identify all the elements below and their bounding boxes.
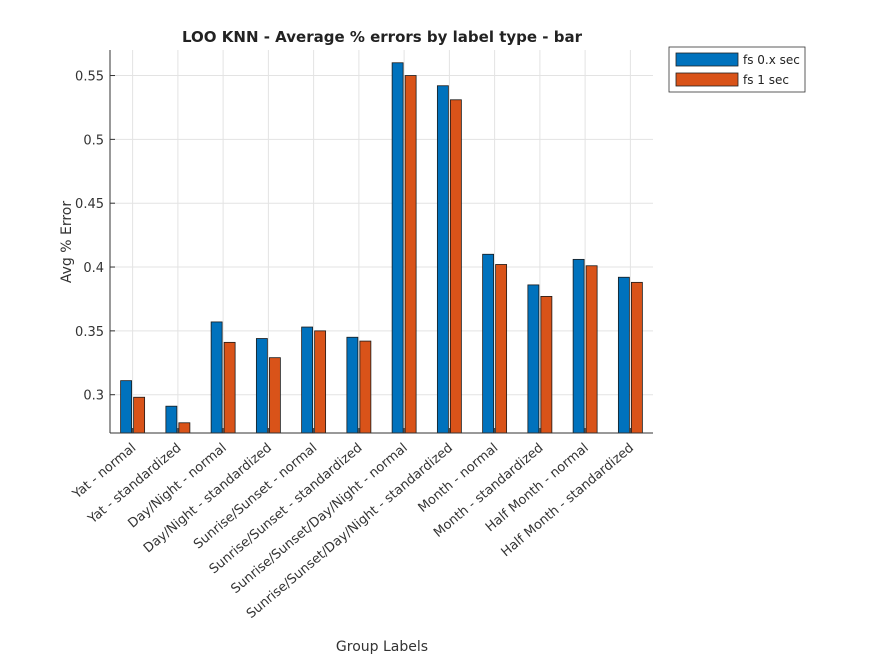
grid: [110, 50, 653, 433]
bar-series-2: [404, 75, 417, 434]
bar-series-2: [268, 357, 281, 434]
y-tick-label: 0.5: [83, 133, 104, 148]
x-tick-label: Sunrise/Sunset/Day/Night - standardized: [244, 441, 456, 622]
chart-title: LOO KNN - Average % errors by label type…: [182, 28, 583, 46]
bar-series-2: [178, 422, 191, 434]
legend-label-series-1: fs 0.x sec: [743, 53, 800, 67]
bar-series-1: [165, 405, 178, 434]
y-tick-label: 0.55: [75, 70, 104, 85]
legend: fs 0.x sec fs 1 sec: [668, 46, 806, 93]
legend-swatch-series-1: [675, 52, 739, 67]
y-tick-label: 0.3: [83, 389, 104, 404]
legend-swatch-series-2: [675, 72, 739, 87]
bar-series-1: [210, 321, 223, 434]
bar-series-1: [527, 284, 540, 434]
y-tick-label: 0.45: [75, 197, 104, 212]
bar-series-2: [223, 341, 236, 434]
bar-series-1: [617, 276, 630, 434]
bar-series-1: [120, 380, 133, 434]
y-tick-label: 0.4: [83, 261, 104, 276]
bar-series-2: [630, 281, 643, 434]
legend-label-series-2: fs 1 sec: [743, 73, 789, 87]
bar-series-2: [585, 265, 598, 434]
x-tick-label: Month - normal: [416, 441, 502, 516]
bar-series-2: [449, 99, 462, 434]
bar-series-1: [482, 253, 495, 434]
bars: [120, 62, 643, 434]
y-tick-labels: 0.3 0.35 0.4 0.45 0.5 0.55: [75, 70, 104, 404]
bar-series-1: [436, 85, 449, 434]
y-tick-label: 0.35: [75, 325, 104, 340]
bar-series-1: [572, 258, 585, 434]
bar-series-1: [391, 62, 404, 434]
bar-series-2: [133, 396, 146, 434]
bar-series-2: [495, 264, 508, 434]
y-axis-label: Avg % Error: [59, 201, 75, 284]
bar-series-2: [359, 340, 372, 434]
bar-series-2: [540, 295, 553, 434]
axes: [109, 50, 653, 434]
bar-series-2: [314, 330, 327, 434]
bar-series-1: [346, 336, 359, 434]
bar-series-1: [301, 326, 314, 434]
bar-series-1: [255, 338, 268, 434]
x-axis-label: Group Labels: [336, 639, 428, 655]
